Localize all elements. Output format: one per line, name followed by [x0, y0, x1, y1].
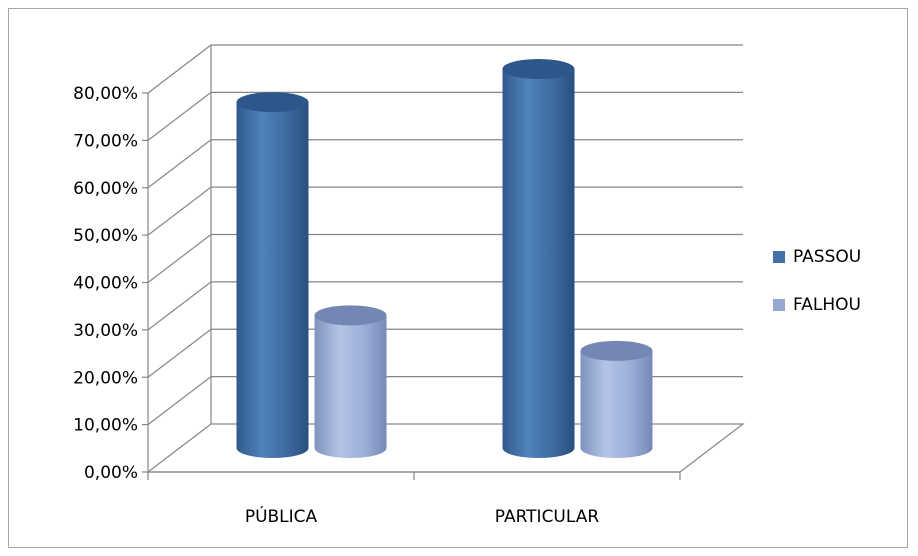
y-tick-label: 40,00% — [73, 274, 138, 294]
bar-body — [236, 102, 309, 458]
y-tick-label: 70,00% — [73, 131, 138, 151]
y-tick-label: 30,00% — [73, 321, 138, 341]
x-tick-label: PARTICULAR — [495, 507, 600, 527]
gridline-side — [147, 234, 212, 283]
gridline-side — [147, 281, 212, 331]
legend-swatch-passou — [773, 251, 785, 263]
gridline-side — [147, 376, 212, 426]
bar-body — [502, 69, 575, 458]
bar-top — [502, 59, 575, 79]
legend-label-falhou: FALHOU — [793, 295, 861, 315]
gridline-side — [147, 44, 212, 94]
legend-label-passou: PASSOU — [793, 247, 861, 267]
y-tick-label: 10,00% — [73, 416, 138, 436]
gridline-side — [147, 91, 212, 141]
bar-top — [580, 340, 653, 361]
x-tick-labels: PÚBLICA PARTICULAR — [245, 505, 600, 527]
legend: PASSOU FALHOU — [773, 247, 861, 315]
legend-swatch-falhou — [773, 299, 785, 311]
y-tick-label: 20,00% — [73, 368, 138, 388]
y-tick-label: 60,00% — [73, 179, 138, 199]
y-tick-label: 0,00% — [84, 463, 138, 483]
bar-top — [314, 305, 387, 326]
y-tick-label: 50,00% — [73, 226, 138, 246]
gridline-side — [147, 328, 212, 378]
bar-falhou-2 — [580, 340, 653, 458]
axes — [142, 92, 681, 480]
bar-body — [314, 315, 387, 458]
y-tick-label: 80,00% — [73, 84, 138, 104]
gridline-side — [147, 139, 212, 189]
bar-passou-2 — [502, 59, 575, 458]
bars — [236, 59, 653, 458]
bar-passou-1 — [236, 92, 309, 458]
gridline-side — [147, 186, 212, 236]
chart-frame — [8, 8, 908, 548]
bar-falhou-1 — [314, 305, 387, 458]
x-tick-label: PÚBLICA — [245, 505, 318, 527]
y-tick-labels: 0,00% 10,00% 20,00% 30,00% 40,00% 50,00% 60,00… — [73, 84, 138, 483]
bar-top — [236, 92, 309, 113]
bar-body — [580, 350, 653, 458]
